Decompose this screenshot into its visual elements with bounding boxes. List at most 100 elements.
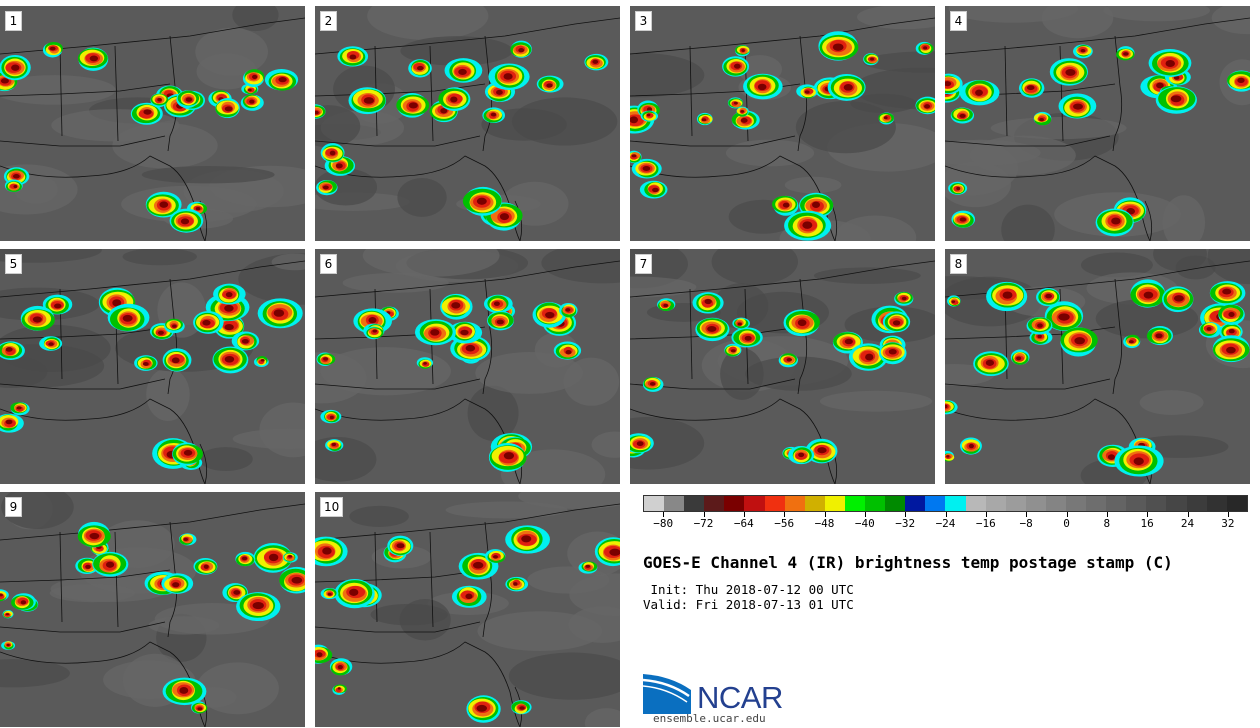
- colorbar-tick: [864, 512, 866, 517]
- colorbar-tick-label: −48: [814, 517, 835, 530]
- colorbar-swatch: [684, 496, 705, 511]
- postage-stamp-panel: 10: [315, 492, 620, 727]
- colorbar-tick-label: 32: [1221, 517, 1235, 530]
- ncar-logo-icon: [643, 674, 691, 714]
- panel-number-label: 9: [5, 497, 22, 517]
- colorbar-swatch: [1005, 496, 1026, 511]
- ir-map: [945, 6, 1250, 241]
- colorbar-swatch: [1206, 496, 1227, 511]
- colorbar-tick: [1227, 512, 1229, 517]
- convection-cells: [0, 283, 303, 470]
- panel-number-label: 3: [635, 11, 652, 31]
- postage-stamp-panel: 3: [630, 6, 935, 241]
- colorbar-tick-label: −80: [653, 517, 674, 530]
- convection-cells: [0, 42, 299, 233]
- ir-map: [315, 492, 620, 727]
- colorbar: [643, 495, 1248, 512]
- colorbar-swatch: [724, 496, 745, 511]
- colorbar-swatch: [1166, 496, 1187, 511]
- colorbar-swatch: [1025, 496, 1046, 511]
- colorbar-tick-label: −56: [774, 517, 795, 530]
- colorbar-swatch: [1226, 496, 1247, 511]
- colorbar-swatch: [804, 496, 825, 511]
- colorbar-tick-label: −8: [1019, 517, 1033, 530]
- colorbar-tick-label: 24: [1180, 517, 1195, 530]
- postage-stamp-panel: 6: [315, 249, 620, 484]
- colorbar-swatch: [744, 496, 765, 511]
- colorbar-swatch: [985, 496, 1006, 511]
- panel-number-label: 4: [950, 11, 967, 31]
- logo-text: NCAR: [697, 680, 783, 715]
- convection-cells: [316, 293, 582, 472]
- convection-cells: [315, 40, 609, 231]
- ir-map: [315, 6, 620, 241]
- postage-stamp-panel: 2: [315, 6, 620, 241]
- ir-map: [630, 249, 935, 484]
- panel-number-label: 10: [320, 497, 344, 517]
- colorbar-tick-label: −32: [895, 517, 916, 530]
- colorbar-tick-label: −24: [935, 517, 956, 530]
- postage-stamp-panel: 4: [945, 6, 1250, 241]
- ir-map: [0, 249, 305, 484]
- panel-number-label: 2: [320, 11, 337, 31]
- colorbar-tick: [824, 512, 826, 517]
- postage-stamp-panel: 5: [0, 249, 305, 484]
- ir-map: [315, 249, 620, 484]
- colorbar-swatch: [865, 496, 886, 511]
- convection-cells: [0, 521, 305, 714]
- colorbar-tick-label: −72: [693, 517, 714, 530]
- ir-map: [945, 249, 1250, 484]
- colorbar-swatch: [704, 496, 725, 511]
- colorbar-swatch: [764, 496, 785, 511]
- plot-title: GOES-E Channel 4 (IR) brightness temp po…: [643, 553, 1173, 572]
- colorbar-swatch: [664, 496, 685, 511]
- panel-number-label: 6: [320, 254, 337, 274]
- colorbar-swatch: [965, 496, 986, 511]
- panel-number-label: 8: [950, 254, 967, 274]
- ir-map: [0, 492, 305, 727]
- panel-number-label: 1: [5, 11, 22, 31]
- colorbar-swatch: [1126, 496, 1147, 511]
- postage-stamp-panel: 8: [945, 249, 1250, 484]
- colorbar-swatch: [925, 496, 946, 511]
- colorbar-tick-label: −16: [975, 517, 996, 530]
- colorbar-tick: [905, 512, 907, 517]
- colorbar-swatch: [945, 496, 966, 511]
- ir-map: [630, 6, 935, 241]
- panel-number-label: 7: [635, 254, 652, 274]
- colorbar-swatch: [905, 496, 926, 511]
- colorbar-swatch: [784, 496, 805, 511]
- convection-cells: [315, 525, 620, 723]
- postage-stamp-panel: 1: [0, 6, 305, 241]
- colorbar-swatch: [1186, 496, 1207, 511]
- ir-map: [0, 6, 305, 241]
- colorbar-swatch: [1146, 496, 1167, 511]
- colorbar-tick: [703, 512, 705, 517]
- postage-stamp-panel: 7: [630, 249, 935, 484]
- colorbar-tick: [743, 512, 745, 517]
- colorbar-swatch: [885, 496, 906, 511]
- colorbar-tick-label: −64: [733, 517, 754, 530]
- colorbar-tick: [945, 512, 947, 517]
- convection-cells: [630, 31, 935, 241]
- convection-cells: [945, 44, 1250, 237]
- colorbar-tick: [1106, 512, 1108, 517]
- colorbar-swatch: [1045, 496, 1066, 511]
- init-time: Init: Thu 2018-07-12 00 UTC: [643, 582, 854, 597]
- colorbar-swatch: [1086, 496, 1107, 511]
- colorbar-tick: [784, 512, 786, 517]
- colorbar-tick: [663, 512, 665, 517]
- colorbar-swatch: [644, 496, 665, 511]
- colorbar-tick: [1187, 512, 1189, 517]
- colorbar-tick: [985, 512, 987, 517]
- colorbar-swatch: [1065, 496, 1087, 511]
- colorbar-swatch: [844, 496, 866, 511]
- colorbar-tick-label: 16: [1140, 517, 1154, 530]
- valid-time: Valid: Fri 2018-07-13 01 UTC: [643, 597, 854, 612]
- colorbar-tick-label: −40: [854, 517, 875, 530]
- colorbar-swatch: [824, 496, 845, 511]
- logo-url: ensemble.ucar.edu: [653, 712, 766, 725]
- convection-cells: [945, 279, 1250, 477]
- postage-stamp-panel: 9: [0, 492, 305, 727]
- colorbar-tick: [1026, 512, 1028, 517]
